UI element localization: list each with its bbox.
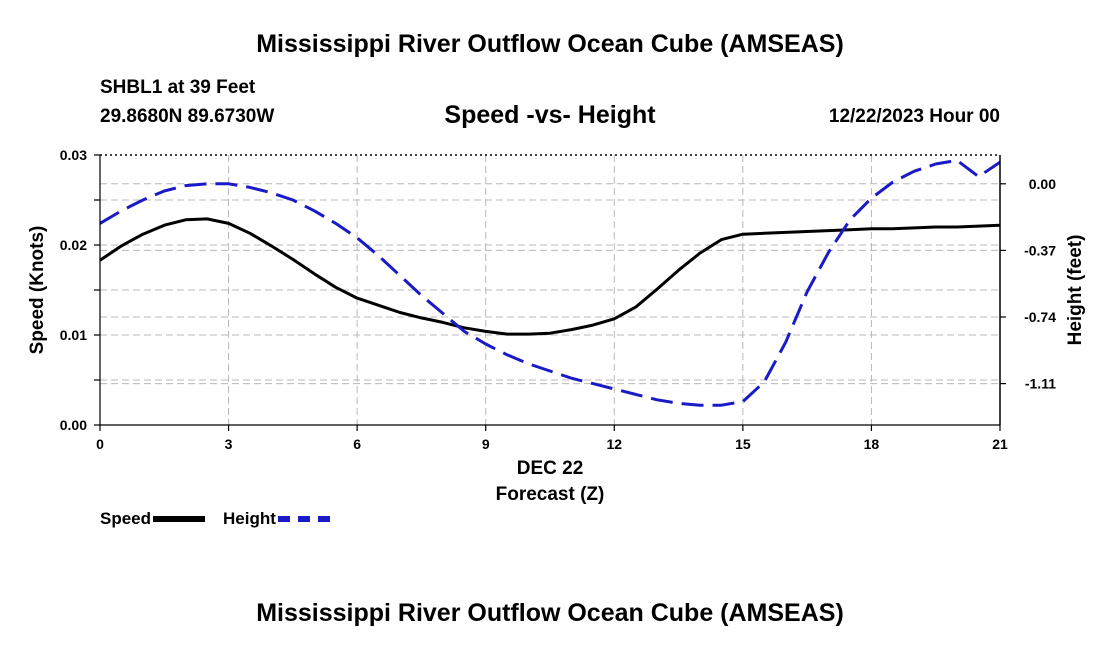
- legend-item-speed: Speed: [100, 509, 206, 529]
- x-tick-label: 9: [482, 436, 490, 452]
- y-tick-label-right: -1.11: [1025, 376, 1056, 392]
- x-tick-label: 12: [606, 436, 622, 452]
- tick-labels: 0 3 6 9 12 15 18 21 0.00 0.01 0.02 0.03 0.00 -0.37 -0.…: [60, 147, 1056, 452]
- legend-item-height: Height: [223, 509, 330, 529]
- y-axis-left-label: Speed (Knots): [27, 226, 48, 355]
- chart-subtitle: Speed -vs- Height: [444, 101, 656, 129]
- station-label: SHBL1 at 39 Feet: [100, 77, 256, 98]
- grid: [100, 155, 1000, 425]
- x-tick-label: 15: [735, 436, 751, 452]
- x-date-label: DEC 22: [517, 458, 584, 479]
- y-tick-label-right: -0.37: [1024, 242, 1056, 258]
- forecast-datetime: 12/22/2023 Hour 00: [828, 106, 1000, 127]
- y-tick-label-left: 0.02: [60, 237, 87, 253]
- y-tick-label-left: 0.00: [60, 417, 87, 433]
- footer-title: Mississippi River Outflow Ocean Cube (AM…: [256, 599, 844, 627]
- x-tick-label: 21: [992, 436, 1008, 452]
- x-tick-label: 0: [96, 436, 104, 452]
- x-tick-label: 18: [864, 436, 880, 452]
- x-axis-label: Forecast (Z): [496, 484, 605, 505]
- legend: Speed Height: [100, 509, 348, 529]
- legend-swatch-height: [277, 516, 330, 522]
- y-tick-label-right: -0.74: [1024, 309, 1056, 325]
- series-line-speed: [99, 217, 1001, 336]
- legend-label-height: Height: [223, 509, 276, 528]
- y-tick-label-left: 0.03: [60, 147, 87, 163]
- series-layer: [99, 158, 1001, 407]
- legend-swatch-speed: [153, 516, 206, 522]
- x-tick-label: 3: [225, 436, 233, 452]
- chart-title: Mississippi River Outflow Ocean Cube (AM…: [256, 30, 844, 58]
- x-tick-label: 6: [353, 436, 361, 452]
- axes: [94, 154, 1006, 431]
- y-tick-label-right: 0.00: [1029, 176, 1056, 192]
- y-axis-right-label: Height (feet): [1065, 235, 1086, 346]
- series-line-height: [99, 158, 1001, 407]
- y-tick-label-left: 0.01: [60, 327, 87, 343]
- legend-label-speed: Speed: [100, 509, 152, 528]
- coordinates-label: 29.8680N 89.6730W: [100, 106, 275, 127]
